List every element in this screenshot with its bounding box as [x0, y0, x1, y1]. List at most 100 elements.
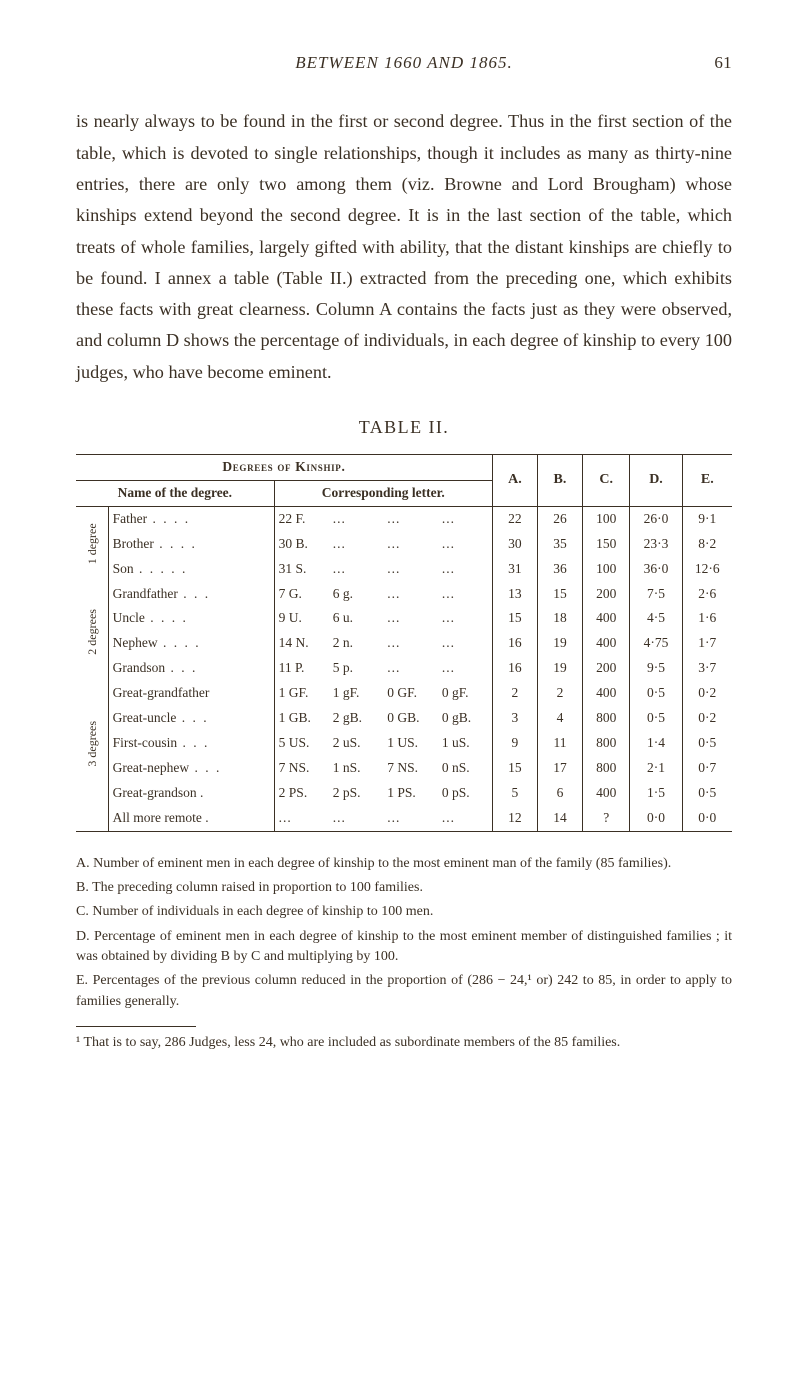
- cell-E: 3·7: [682, 656, 732, 681]
- row-letter: ...: [438, 557, 493, 582]
- row-letter: ...: [383, 656, 438, 681]
- row-letter: ...: [329, 506, 384, 531]
- row-letter: ...: [274, 806, 329, 831]
- cell-A: 2: [492, 681, 537, 706]
- row-name: Great-nephew: [113, 760, 222, 775]
- table-row: First-cousin 5 US. 2 uS. 1 US. 1 uS. 9 1…: [76, 731, 732, 756]
- row-name: Grandson: [113, 660, 198, 675]
- cell-D: 1·4: [630, 731, 682, 756]
- degrees-of-kinship-head: Degrees of Kinship.: [76, 454, 492, 480]
- cell-E: 1·7: [682, 631, 732, 656]
- cell-A: 30: [492, 532, 537, 557]
- cell-C: 100: [582, 557, 629, 582]
- cell-C: 200: [582, 582, 629, 607]
- cell-D: 23·3: [630, 532, 682, 557]
- cell-D: 9·5: [630, 656, 682, 681]
- cell-C: 400: [582, 681, 629, 706]
- row-letter: 1 PS.: [383, 781, 438, 806]
- row-letter: 0 pS.: [438, 781, 493, 806]
- table-row: 1 degree Father 22 F. ... ... ... 22 26 …: [76, 506, 732, 531]
- row-letter: 9 U.: [274, 606, 329, 631]
- row-letter: ...: [383, 631, 438, 656]
- row-letter: 0 gB.: [438, 706, 493, 731]
- note-A: A. Number of eminent men in each degree …: [76, 854, 732, 874]
- row-letter: 31 S.: [274, 557, 329, 582]
- row-letter: 22 F.: [274, 506, 329, 531]
- cell-D: 4·75: [630, 631, 682, 656]
- row-name: First-cousin: [113, 735, 210, 750]
- cell-B: 36: [537, 557, 582, 582]
- cell-A: 16: [492, 631, 537, 656]
- row-letter: ...: [383, 806, 438, 831]
- cell-C: 400: [582, 781, 629, 806]
- cell-C: 400: [582, 606, 629, 631]
- cell-B: 15: [537, 582, 582, 607]
- row-letter: 14 N.: [274, 631, 329, 656]
- row-name: Father: [113, 511, 191, 526]
- cell-B: 6: [537, 781, 582, 806]
- cell-D: 1·5: [630, 781, 682, 806]
- row-letter: 0 GB.: [383, 706, 438, 731]
- cell-C: 800: [582, 756, 629, 781]
- corresponding-letter-head: Corresponding letter.: [274, 480, 492, 505]
- cell-A: 22: [492, 506, 537, 531]
- row-letter: ...: [438, 506, 493, 531]
- cell-E: 8·2: [682, 532, 732, 557]
- row-letter: 7 NS.: [274, 756, 329, 781]
- row-letter: ...: [438, 806, 493, 831]
- running-head-spacer: [76, 50, 116, 76]
- row-name: Son: [113, 561, 188, 576]
- cell-D: 2·1: [630, 756, 682, 781]
- row-letter: ...: [383, 506, 438, 531]
- cell-E: 1·6: [682, 606, 732, 631]
- cell-B: 11: [537, 731, 582, 756]
- row-letter: 2 gB.: [329, 706, 384, 731]
- cell-B: 26: [537, 506, 582, 531]
- row-letter: 0 gF.: [438, 681, 493, 706]
- table-notes: A. Number of eminent men in each degree …: [76, 854, 732, 1053]
- cell-C: 400: [582, 631, 629, 656]
- table-row: Uncle 9 U. 6 u. ... ... 15 18 400 4·5 1·…: [76, 606, 732, 631]
- row-letter: 5 p.: [329, 656, 384, 681]
- row-name: Brother: [113, 536, 197, 551]
- cell-D: 0·0: [630, 806, 682, 831]
- table-row: Brother 30 B. ... ... ... 30 35 150 23·3…: [76, 532, 732, 557]
- cell-D: 7·5: [630, 582, 682, 607]
- row-name: Great-uncle: [113, 710, 209, 725]
- table-row-remote: All more remote . ... ... ... ... 12 14 …: [76, 806, 732, 831]
- table-row: Nephew 14 N. 2 n. ... ... 16 19 400 4·75…: [76, 631, 732, 656]
- cell-A: 3: [492, 706, 537, 731]
- cell-E: 0·2: [682, 706, 732, 731]
- cell-A: 5: [492, 781, 537, 806]
- row-letter: 1 nS.: [329, 756, 384, 781]
- row-name: All more remote .: [113, 810, 209, 825]
- page-number: 61: [692, 50, 732, 76]
- row-letter: 2 uS.: [329, 731, 384, 756]
- row-name: Great-grandfather: [113, 685, 210, 700]
- table-row: Great-grandson . 2 PS. 2 pS. 1 PS. 0 pS.…: [76, 781, 732, 806]
- cell-A: 12: [492, 806, 537, 831]
- row-letter: ...: [438, 606, 493, 631]
- cell-B: 17: [537, 756, 582, 781]
- row-letter: ...: [438, 656, 493, 681]
- row-letter: 6 u.: [329, 606, 384, 631]
- cell-A: 15: [492, 756, 537, 781]
- note-B: B. The preceding column raised in propor…: [76, 878, 732, 898]
- row-letter: 6 g.: [329, 582, 384, 607]
- row-letter: 1 GF.: [274, 681, 329, 706]
- row-letter: ...: [329, 806, 384, 831]
- cell-D: 0·5: [630, 681, 682, 706]
- row-letter: ...: [329, 532, 384, 557]
- side-label-1-degree: 1 degree: [76, 506, 108, 581]
- cell-E: 0·0: [682, 806, 732, 831]
- row-letter: 1 gF.: [329, 681, 384, 706]
- cell-E: 9·1: [682, 506, 732, 531]
- table-row: 3 degrees Great-grandfather 1 GF. 1 gF. …: [76, 681, 732, 706]
- cell-C: ?: [582, 806, 629, 831]
- cell-A: 16: [492, 656, 537, 681]
- row-letter: 1 GB.: [274, 706, 329, 731]
- row-letter: ...: [438, 631, 493, 656]
- row-letter: ...: [383, 606, 438, 631]
- name-of-degree-head: Name of the degree.: [76, 480, 274, 505]
- note-C: C. Number of individuals in each degree …: [76, 902, 732, 922]
